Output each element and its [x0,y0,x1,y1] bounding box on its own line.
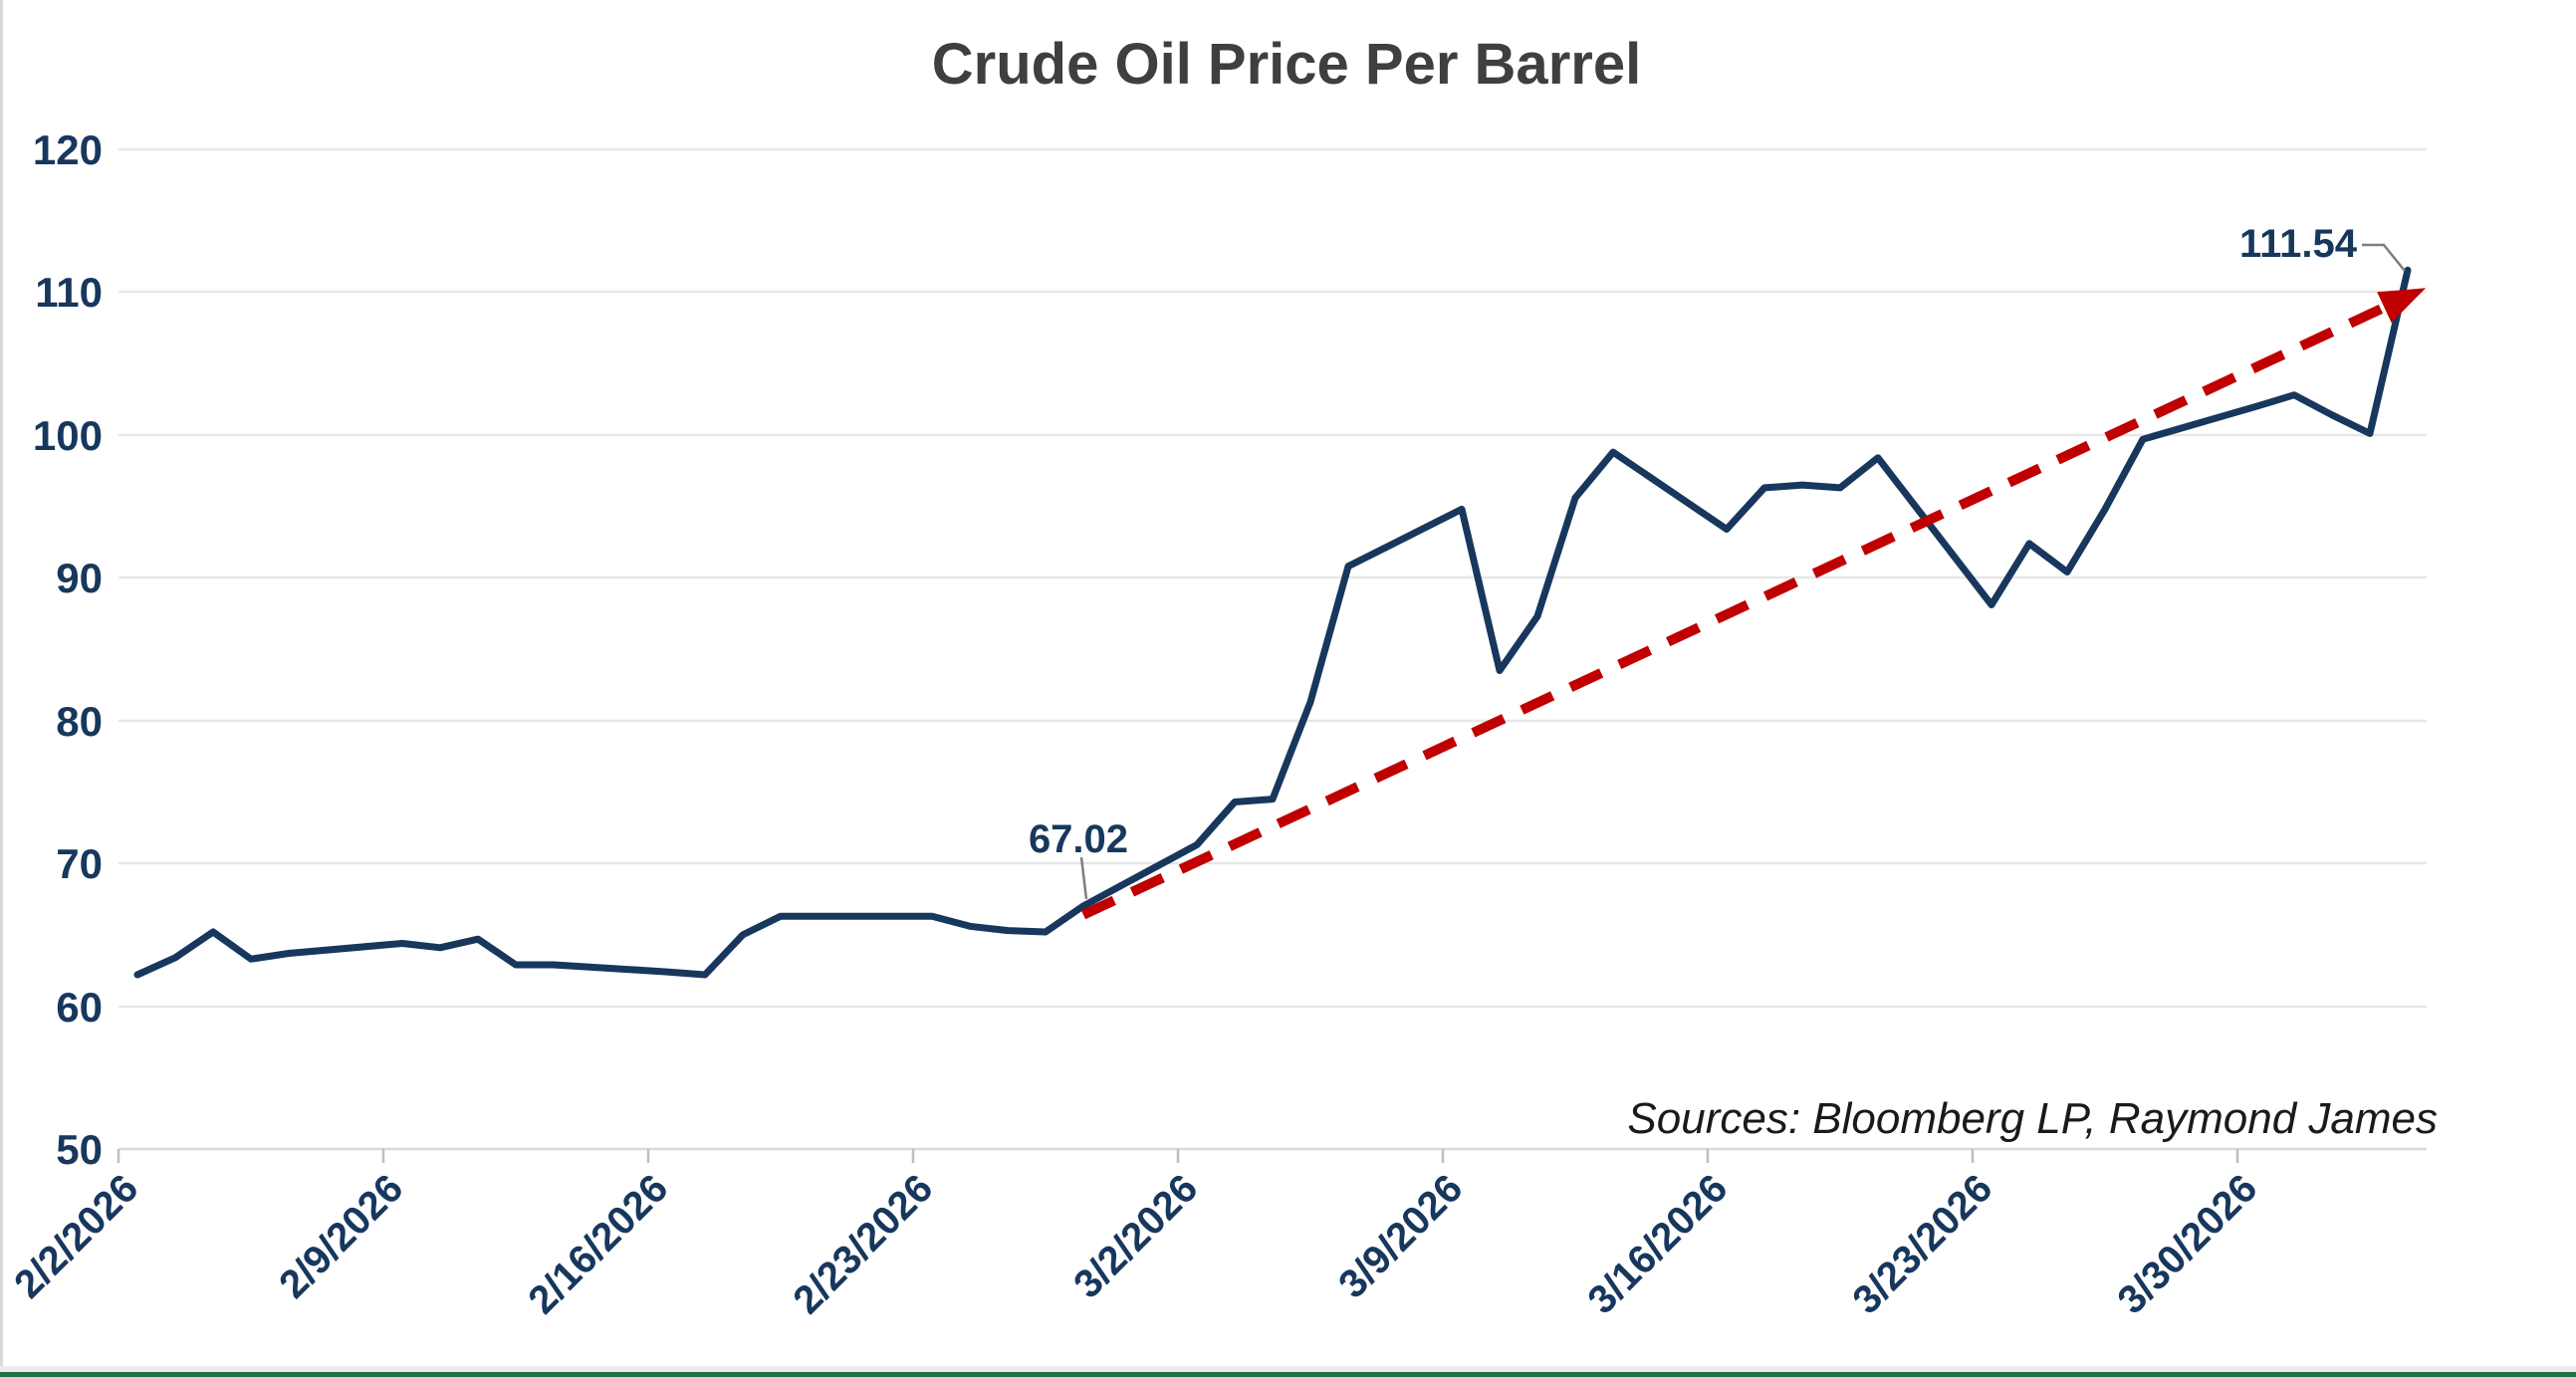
x-label-8: 3/30/2026 [2109,1166,2265,1322]
annotation-67-02: 67.02 [1029,817,1128,861]
trend-arrowhead [2377,288,2427,324]
x-axis-labels: 2/2/2026 2/9/2026 2/16/2026 2/23/2026 3/… [6,1166,2265,1322]
y-label-60: 60 [56,984,103,1031]
x-label-5: 3/9/2026 [1330,1166,1471,1306]
x-label-7: 3/23/2026 [1844,1166,2000,1322]
y-axis-labels: 120 110 100 90 80 70 60 50 [33,126,103,1173]
y-label-100: 100 [33,412,103,459]
annotation-111-54: 111.54 [2239,222,2358,266]
callout-line-67 [1079,856,1088,900]
chart-title: Crude Oil Price Per Barrel [932,32,1641,97]
excel-green-bar [0,1372,2576,1377]
series-layer [133,266,2427,979]
x-label-0: 2/2/2026 [6,1166,146,1306]
callout-line-111 [2362,243,2406,272]
left-edge-line [0,0,3,1372]
x-label-3: 2/23/2026 [785,1166,941,1322]
bottom-strip [0,1366,2576,1372]
y-label-70: 70 [56,840,103,887]
x-label-4: 3/2/2026 [1065,1166,1206,1306]
x-label-2: 2/16/2026 [520,1166,676,1322]
x-label-1: 2/9/2026 [271,1166,411,1306]
y-label-120: 120 [33,126,103,173]
source-note: Sources: Bloomberg LP, Raymond James [1627,1094,2438,1143]
price-line [133,266,2412,979]
y-label-80: 80 [56,698,103,745]
annotation-callouts [1079,243,2406,900]
gridlines [118,147,2427,1009]
x-axis-ticks [117,1149,2239,1163]
y-label-90: 90 [56,555,103,601]
y-label-110: 110 [35,269,103,316]
y-label-50: 50 [56,1126,103,1173]
trend-line [1080,303,2387,920]
x-label-6: 3/16/2026 [1579,1166,1736,1322]
